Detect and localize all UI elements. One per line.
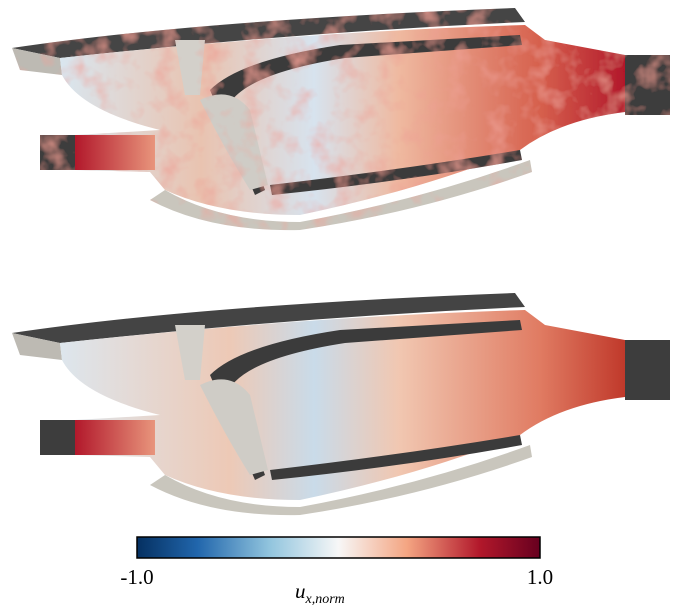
- inlet-jet: [75, 135, 155, 170]
- colorbar-symbol: u: [295, 579, 306, 603]
- figure: -1.0 1.0 ux,norm: [0, 0, 687, 607]
- colorbar-subscript: x,norm: [305, 592, 345, 607]
- bottom-panel: [12, 293, 670, 515]
- flow-field-mean: [12, 293, 670, 515]
- colorbar-gradient: [137, 537, 540, 558]
- colorbar: -1.0 1.0 ux,norm: [120, 537, 553, 607]
- inlet-jet: [75, 420, 155, 455]
- colorbar-max-label: 1.0: [527, 565, 553, 589]
- colorbar-title: ux,norm: [295, 579, 345, 607]
- colorbar-min-label: -1.0: [120, 565, 153, 589]
- top-panel: [12, 8, 670, 230]
- flow-field-instantaneous: [12, 8, 670, 230]
